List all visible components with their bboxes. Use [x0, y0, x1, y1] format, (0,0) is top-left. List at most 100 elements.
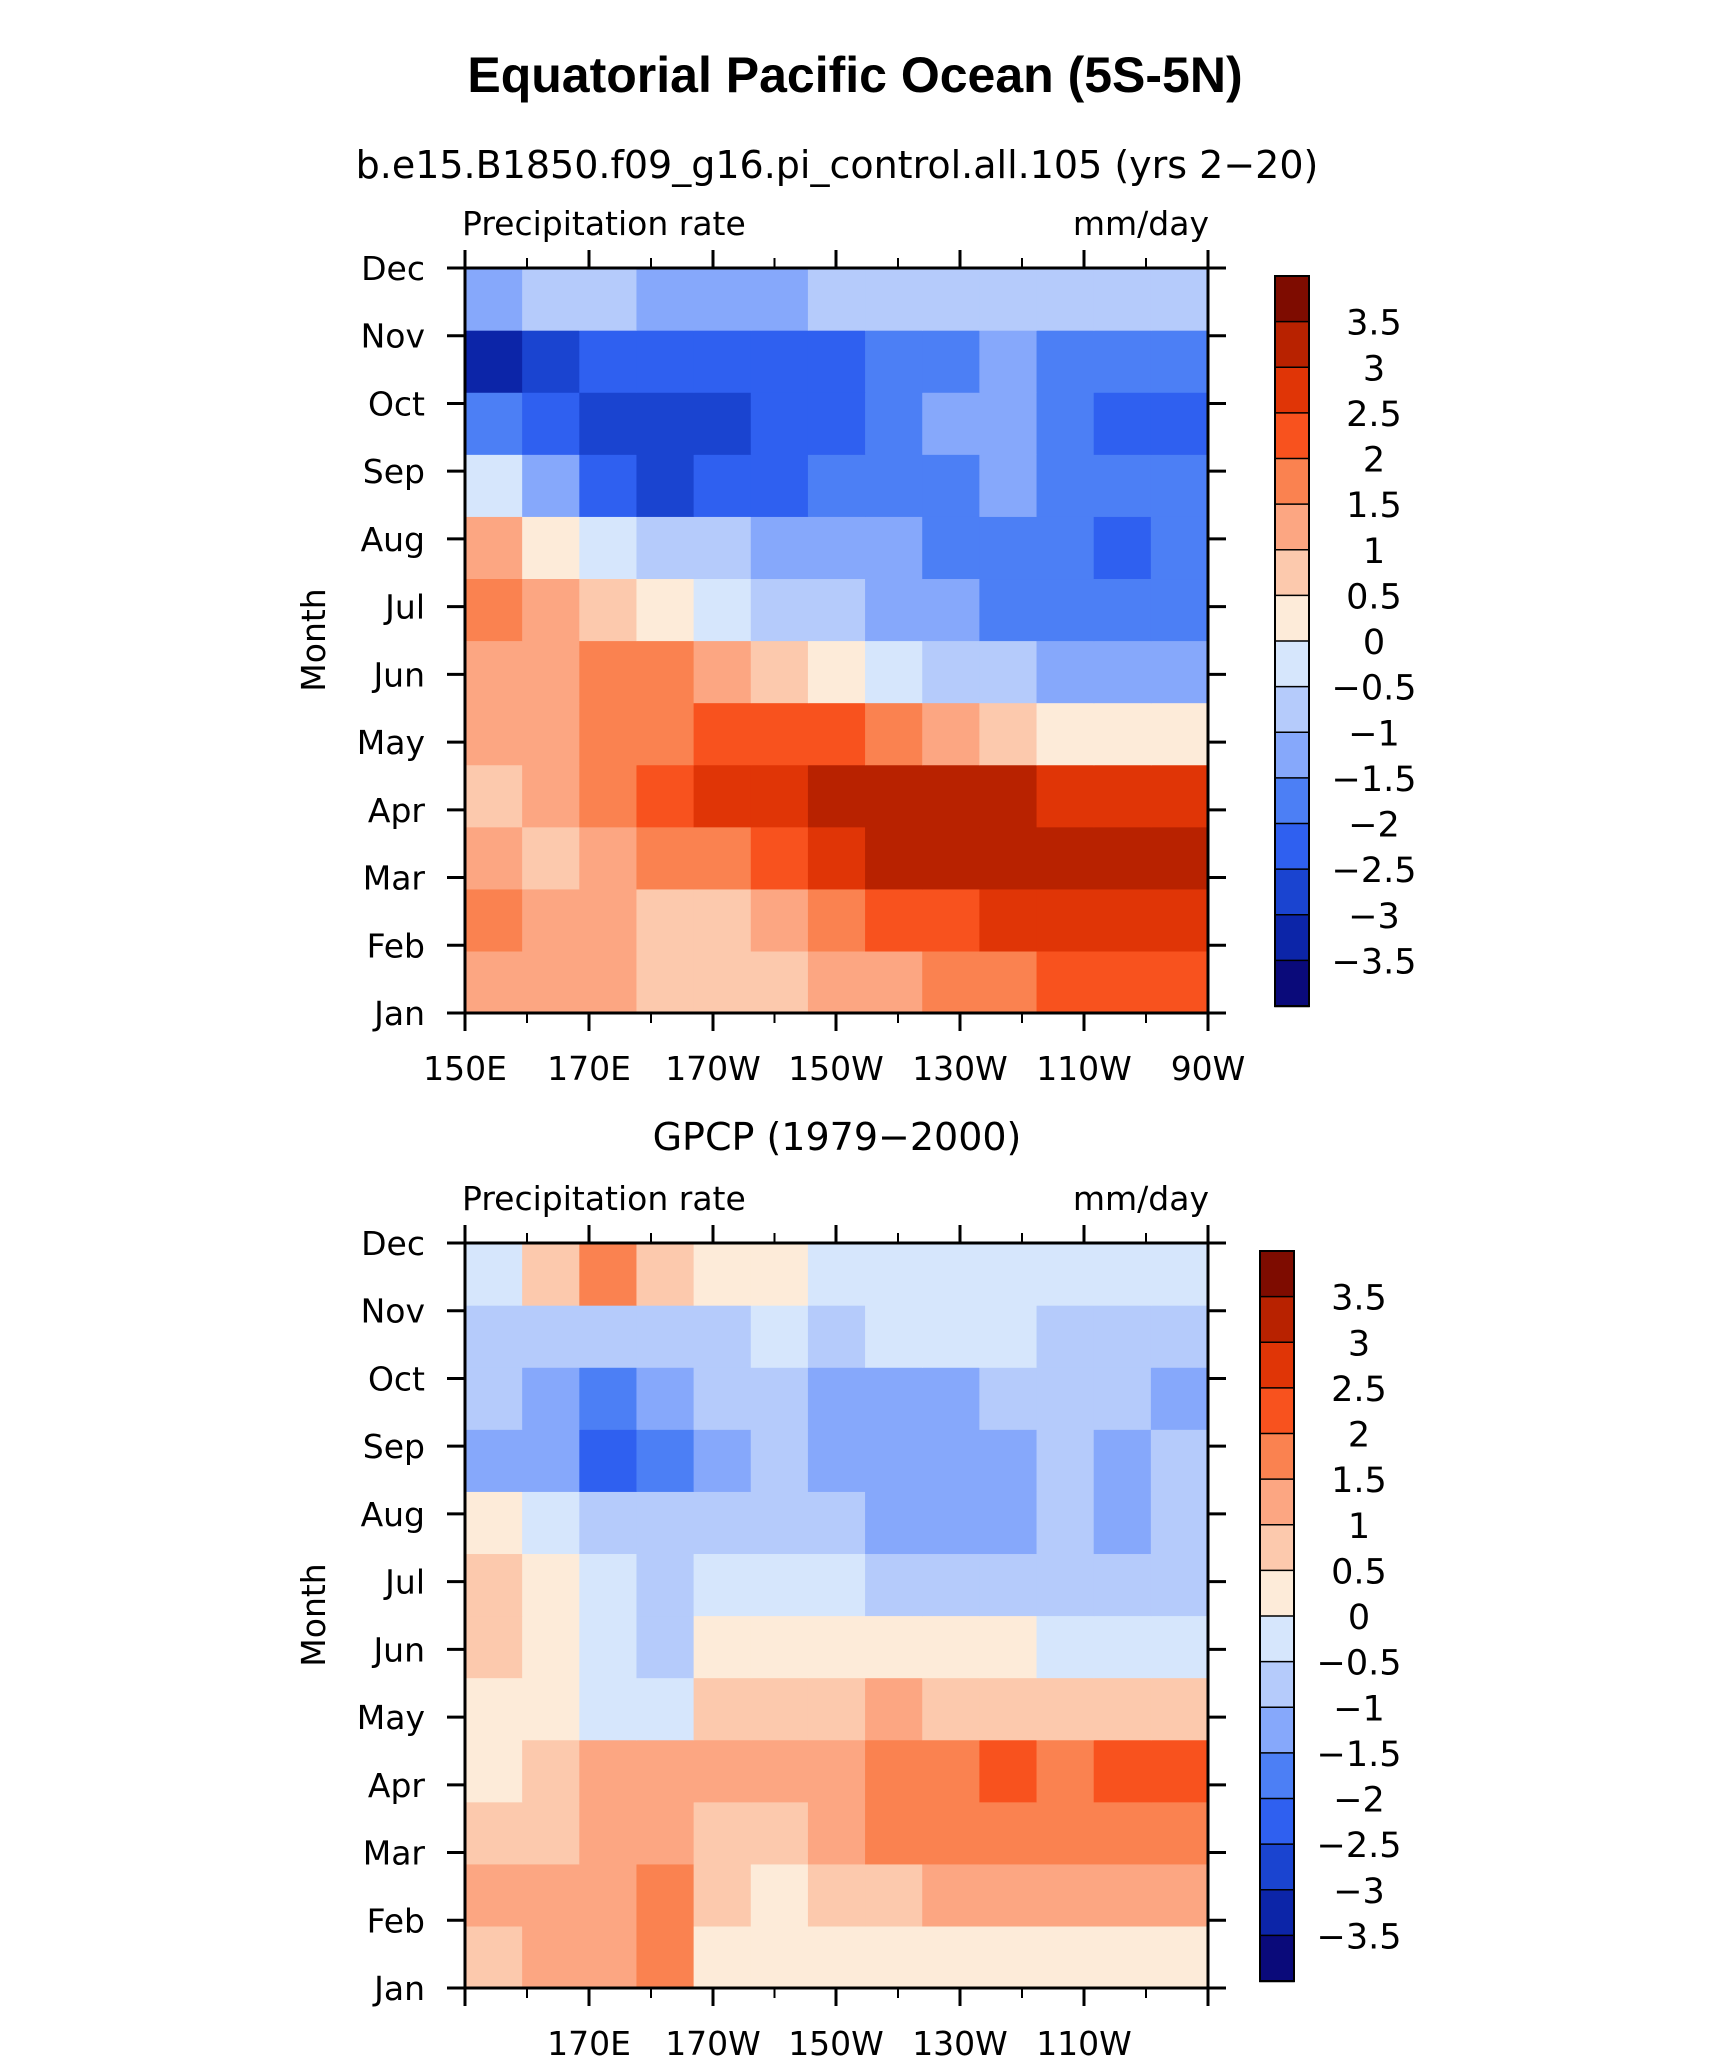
heatmap-cell: [979, 826, 1038, 890]
longitude-label: 170W: [665, 1049, 761, 1088]
heatmap-cell: [750, 640, 809, 704]
heatmap-cell: [807, 392, 866, 455]
longitude-label: 150W: [788, 2024, 884, 2062]
heatmap-cell: [1093, 1553, 1152, 1617]
heatmap-cell: [865, 1863, 923, 1927]
heatmap-cell: [465, 888, 523, 952]
longitude-label: 110W: [1036, 1049, 1132, 1088]
colorbar-label: −2.5: [1317, 1826, 1402, 1866]
colorbar-label: 0: [1363, 623, 1385, 663]
colorbar-label: −0.5: [1332, 669, 1417, 709]
heatmap-cell: [807, 888, 866, 952]
heatmap-cell: [579, 1305, 638, 1368]
heatmap-cell: [1150, 330, 1209, 393]
heatmap-cell: [1093, 1305, 1152, 1368]
heatmap-cell: [636, 764, 695, 828]
heatmap-cell: [865, 454, 923, 517]
heatmap-cell: [522, 702, 580, 766]
heatmap-cell: [750, 1801, 809, 1865]
heatmap-cell: [636, 578, 695, 642]
heatmap-cell: [979, 1739, 1038, 1803]
heatmap-cell: [636, 1429, 695, 1492]
units-label: mm/day: [1073, 1179, 1209, 1218]
heatmap-cell: [465, 950, 523, 1014]
heatmap-cell: [465, 454, 523, 517]
heatmap-cell: [1150, 1491, 1209, 1555]
month-label: Jan: [372, 1969, 425, 2008]
heatmap-cell: [693, 1429, 752, 1492]
heatmap-cell: [1150, 392, 1209, 455]
colorbar-box: [1274, 549, 1310, 597]
heatmap-cell: [1093, 516, 1152, 580]
heatmap-cell: [1036, 826, 1095, 890]
heatmap-cell: [1036, 1553, 1095, 1617]
heatmap-cell: [579, 950, 638, 1014]
heatmap-cell: [865, 1553, 923, 1617]
heatmap-cell: [1036, 268, 1095, 331]
heatmap-cell: [979, 1429, 1038, 1492]
heatmap-cell: [522, 1677, 580, 1741]
heatmap-cell: [522, 764, 580, 828]
heatmap-cell: [1093, 1429, 1152, 1492]
heatmap-cell: [865, 826, 923, 890]
heatmap-cell: [579, 888, 638, 952]
colorbar-box: [1274, 594, 1310, 643]
heatmap-cell: [807, 640, 866, 704]
colorbar-box: [1259, 1387, 1295, 1435]
heatmap-cell: [522, 578, 580, 642]
colorbar-border: [1274, 275, 1310, 1007]
heatmap-cell: [922, 578, 980, 642]
heatmap-cell: [1150, 1367, 1209, 1430]
heatmap-cell: [750, 1305, 809, 1368]
longitude-label: 170E: [547, 1049, 631, 1088]
month-label: Aug: [361, 520, 425, 559]
variable-label: Precipitation rate: [462, 204, 746, 243]
longitude-tick-labels: 170E 170W 150W 130W 110W: [547, 2024, 1132, 2062]
heatmap-cell: [750, 578, 809, 642]
heatmap-cell: [465, 1243, 523, 1306]
colorbar-label: −1.5: [1332, 760, 1417, 800]
variable-label: Precipitation rate: [462, 1179, 746, 1218]
heatmap-cell: [636, 454, 695, 517]
heatmap-cell: [1093, 1491, 1152, 1555]
heatmap-cell: [1036, 1677, 1095, 1741]
colorbar-box: [1274, 366, 1310, 415]
heatmap-cell: [807, 268, 866, 331]
heatmap-cell: [807, 1801, 866, 1865]
heatmap-cell: [865, 950, 923, 1014]
heatmap-cell: [1036, 1615, 1095, 1679]
colorbar-label: −3: [1348, 897, 1400, 937]
heatmap-cell: [465, 1429, 523, 1492]
heatmap-cell: [922, 950, 980, 1014]
heatmap-cell: [465, 268, 523, 331]
month-label: Mar: [363, 1834, 426, 1873]
colorbar-box: [1259, 1478, 1295, 1527]
heatmap-cell: [922, 516, 980, 580]
heatmap-cell: [522, 268, 580, 331]
longitude-label: 90W: [1171, 1049, 1246, 1088]
heatmap-cell: [807, 516, 866, 580]
heatmap-cell: [522, 1491, 580, 1555]
colorbar-box: [1274, 914, 1310, 962]
heatmap-cell: [807, 702, 866, 766]
month-label: Dec: [361, 1224, 425, 1263]
colorbar-label: −1: [1333, 1689, 1385, 1729]
heatmap-cell: [693, 826, 752, 890]
heatmap-cell: [579, 1677, 638, 1741]
colorbar-label: 3.5: [1331, 1279, 1387, 1319]
heatmap-cell: [750, 950, 809, 1014]
heatmap-cell: [750, 1739, 809, 1803]
heatmap-cell: [1150, 454, 1209, 517]
heatmap-cell: [1093, 950, 1152, 1014]
heatmap-cell: [1150, 516, 1209, 580]
panel-subtitle: b.e15.B1850.f09_g16.pi_control.all.105 (…: [356, 143, 1319, 187]
heatmap-cell: [579, 454, 638, 517]
colorbar-box: [1259, 1752, 1295, 1800]
heatmap-cell: [922, 1367, 980, 1430]
month-label: Jul: [383, 588, 425, 627]
heatmap-cell: [693, 330, 752, 393]
colorbar-box: [1274, 959, 1310, 1008]
heatmap-cell: [522, 1553, 580, 1617]
heatmap-cell: [750, 454, 809, 517]
heatmap-cell: [922, 764, 980, 828]
